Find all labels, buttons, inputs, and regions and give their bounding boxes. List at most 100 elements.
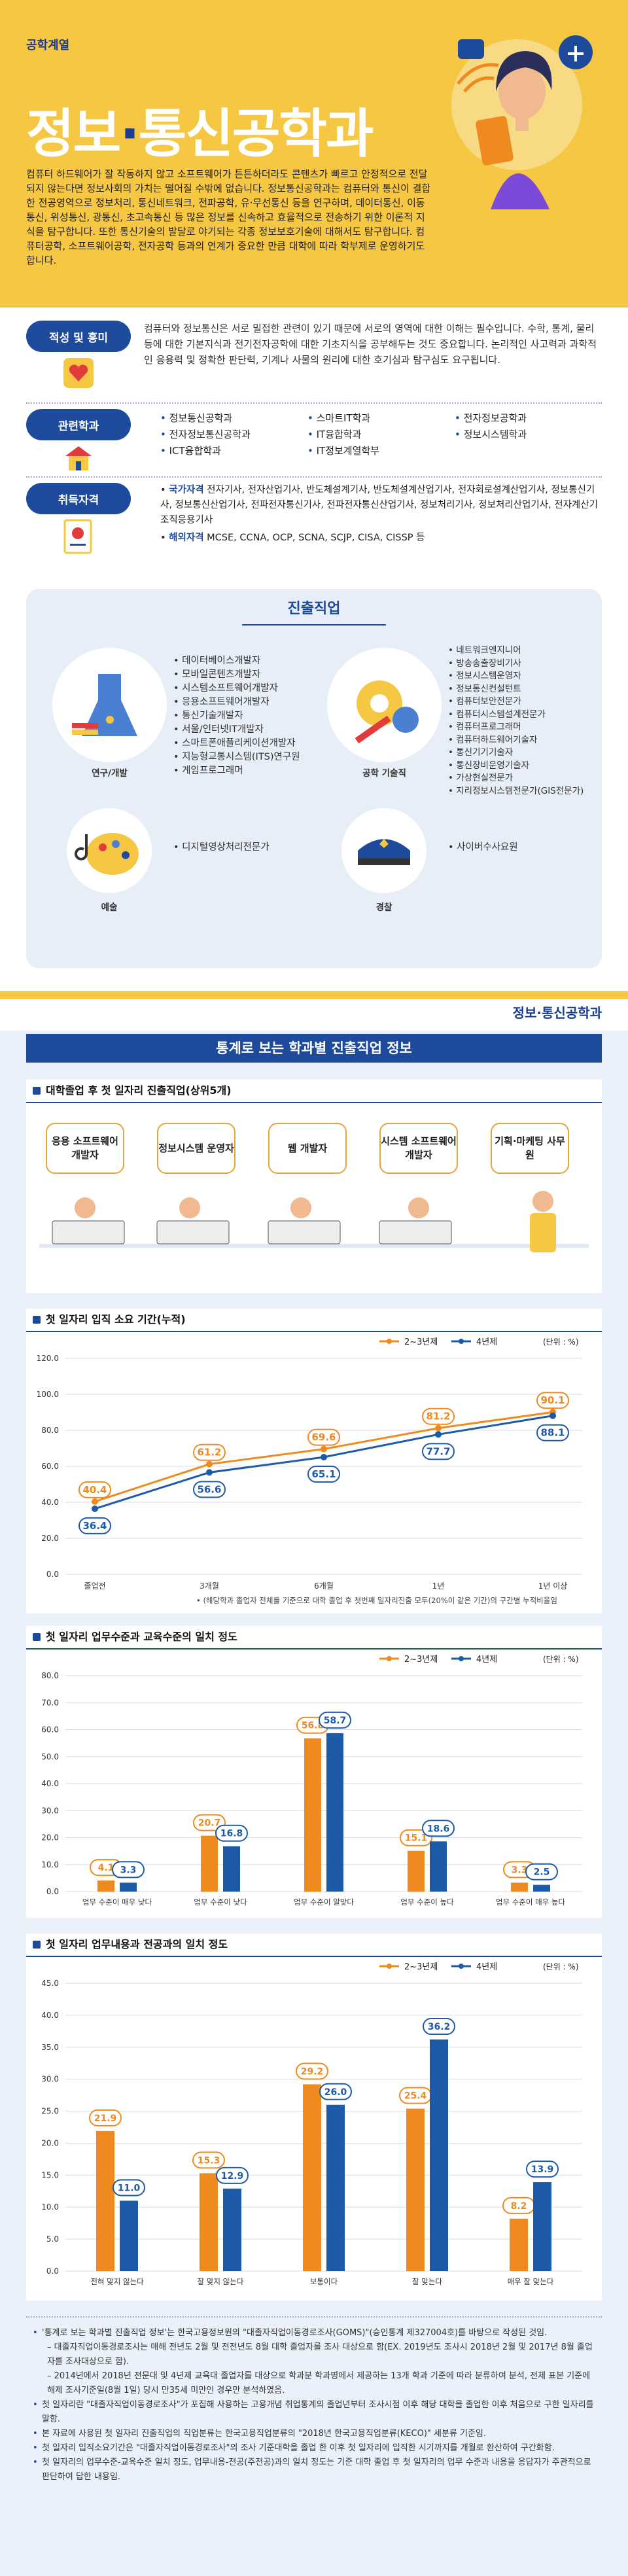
aptitude-text: 컴퓨터와 정보통신은 서로 밀접한 관련이 있기 때문에 서로의 영역에 대한 …: [144, 323, 597, 366]
job-bubble: 정보시스템 운영자: [157, 1123, 236, 1174]
data-label-box: [113, 2179, 145, 2197]
data-label: 81.2: [426, 1411, 450, 1422]
data-label-box: [89, 2109, 122, 2126]
data-label-box: [536, 1424, 569, 1441]
police-circle: [341, 808, 427, 893]
person-with-tablet-illustration: [451, 35, 593, 209]
x-tick-label: 3개월: [200, 1581, 219, 1591]
bar: [533, 1884, 550, 1892]
data-label-box: [319, 1711, 351, 1729]
bar: [533, 2182, 551, 2271]
data-label-box: [296, 2062, 328, 2080]
data-label-box: [536, 1392, 569, 1409]
data-label: 40.4: [82, 1484, 107, 1496]
category-label: 공학계열: [26, 39, 70, 52]
job-bubble: 응용 소프트웨어 개발자: [46, 1123, 124, 1174]
data-label: 61.2: [197, 1447, 221, 1458]
y-tick-label: 40.0: [41, 2011, 59, 2020]
list-item: 전자정보공학과: [455, 410, 602, 427]
list-item: 컴퓨터시스템설계전문가: [448, 709, 584, 722]
x-tick-label: 1년 이상: [538, 1581, 568, 1591]
data-label-box: [422, 1443, 455, 1460]
list-item: IT정보계열학부: [307, 443, 455, 459]
flask-icon: [72, 674, 137, 736]
y-tick-label: 80.0: [41, 1426, 59, 1435]
research-circle: [52, 648, 167, 762]
y-tick-label: 10.0: [41, 2202, 59, 2212]
data-point: [92, 1498, 98, 1505]
data-label: 4.1: [98, 1863, 114, 1873]
data-label-box: [112, 1861, 145, 1879]
y-tick-label: 60.0: [41, 1725, 59, 1735]
aptitude-section: 적성 및 흥미 컴퓨터와 정보통신은 서로 밀접한 관련이 있기 때문에 서로의…: [26, 321, 602, 393]
bar: [511, 1882, 528, 1892]
bar: [304, 1738, 321, 1892]
data-point: [321, 1453, 327, 1460]
national-label: 국가자격: [169, 485, 204, 495]
y-tick-label: 0.0: [46, 2267, 59, 2276]
x-tick-label: 보통이다: [310, 2277, 338, 2286]
bar: [510, 2218, 528, 2271]
data-label: 15.1: [405, 1833, 428, 1844]
data-label: 15.3: [198, 2155, 220, 2166]
research-caption: 연구/개발: [92, 768, 128, 779]
footnote: – 2014년에서 2018년 전문대 및 4년제 교육대 졸업자를 대상으로 …: [47, 2371, 591, 2395]
x-tick-label: 업무 수준이 매우 낮다: [82, 1897, 152, 1907]
footnote: 첫 일자리의 업무수준-교육수준 일치 정도, 업무내용-전공(주전공)과의 일…: [33, 2456, 595, 2484]
legend-label: 2~3년제: [404, 1655, 438, 1665]
x-tick-label: 잘 맞지 않는다: [198, 2277, 244, 2286]
list-item: 컴퓨터보안전문가: [448, 696, 584, 709]
list-item: 지리정보시스템전문가(GIS전문가): [448, 785, 584, 798]
list-item: 정보통신공학과: [160, 410, 307, 427]
data-label: 13.9: [531, 2164, 554, 2175]
data-label: 29.2: [301, 2066, 324, 2077]
footnote: 첫 일자리 입직소요기간은 "대졸자직업이동경로조사"의 조사 기준대학을 졸업…: [33, 2441, 595, 2456]
divider: [26, 2316, 602, 2318]
y-tick-label: 25.0: [41, 2107, 59, 2116]
art-circle: [67, 808, 152, 893]
list-item: 통신장비운영기술자: [448, 760, 584, 773]
y-tick-label: 30.0: [41, 1806, 59, 1815]
title-dot: ·: [120, 103, 139, 164]
data-label: 36.4: [82, 1520, 107, 1532]
chart1-title: 첫 일자리 입직 소요 기간(누적): [26, 1309, 602, 1332]
section-subhead: 정보·통신공학과: [512, 1005, 602, 1021]
legend-marker: [459, 1964, 464, 1969]
footnote: '통계로 보는 학과별 진출직업 정보'는 한국고용정보원의 "대졸자직업이동경…: [33, 2326, 595, 2340]
jobs-title: 진출직업: [26, 597, 602, 626]
engineer-circle: [327, 648, 442, 762]
y-tick-label: 35.0: [41, 2043, 59, 2052]
y-tick-label: 0.0: [46, 1887, 59, 1896]
job-bubble: 시스템 소프트웨어 개발자: [379, 1123, 458, 1174]
bar: [97, 1880, 114, 1892]
footnote: – 대졸자직업이동경로조사는 매해 전년도 2월 및 전전년도 8월 대학 졸업…: [47, 2342, 593, 2367]
list-item: 데이터베이스개발자: [173, 654, 300, 668]
x-tick-label: 6개월: [314, 1581, 334, 1591]
data-label: 77.7: [426, 1445, 450, 1457]
list-item: 모바일콘텐츠개발자: [173, 668, 300, 682]
bar: [406, 2108, 425, 2271]
y-tick-label: 50.0: [41, 1752, 59, 1761]
data-label-box: [215, 1824, 248, 1842]
data-label: 69.6: [311, 1432, 336, 1443]
list-item: 사이버수사요원: [448, 841, 517, 855]
legend-marker: [387, 1339, 392, 1344]
aptitude-tag: 적성 및 흥미: [26, 321, 131, 352]
bar: [408, 1850, 425, 1892]
related-section: 관련학과 정보통신공학과 스마트IT학과 전자정보공학과 전자정보통신공학과 I…: [26, 409, 602, 471]
y-tick-label: 20.0: [41, 2138, 59, 2147]
data-label: 88.1: [540, 1427, 565, 1439]
chart3-title: 첫 일자리 업무내용과 전공과의 일치 정도: [26, 1933, 602, 1957]
page-title: 정보·통신공학과: [26, 92, 374, 168]
school-icon: [65, 446, 92, 470]
jobs-panel: 진출직업 연구/개발 데이터베이스개발자모바일콘텐츠개발자시스템소프트웨어개발자…: [26, 589, 602, 968]
y-tick-label: 120.0: [37, 1354, 59, 1363]
related-list: 정보통신공학과 스마트IT학과 전자정보공학과 전자정보통신공학과 IT융합학과…: [160, 410, 602, 459]
data-label-box: [400, 1829, 432, 1846]
x-tick-label: 전혀 맞지 않는다: [90, 2277, 144, 2286]
list-item: 방송송출장비기사: [448, 658, 584, 671]
data-label: 58.7: [324, 1716, 347, 1726]
data-label: 65.1: [311, 1468, 336, 1480]
data-label-box: [78, 1481, 111, 1498]
foreign-label: 해외자격: [169, 533, 204, 543]
